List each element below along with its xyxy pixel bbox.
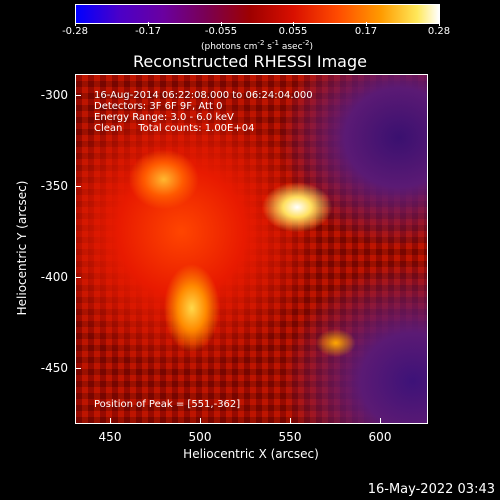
x-axis-tick bbox=[110, 418, 111, 424]
y-axis-tick bbox=[75, 95, 81, 96]
y-axis-tick-label: -300 bbox=[40, 88, 68, 102]
peak-position-text: Position of Peak = [551,-362] bbox=[94, 399, 241, 410]
colorbar-tick-label: 0.055 bbox=[278, 26, 308, 37]
rhessi-image: 16-Aug-2014 06:22:08.000 to 06:24:04.000… bbox=[75, 74, 428, 424]
plot-timestamp: 16-May-2022 03:43 bbox=[367, 482, 495, 497]
y-axis-tick bbox=[75, 368, 81, 369]
colorbar-tick-label: -0.28 bbox=[62, 26, 88, 37]
colorbar-tick-label: -0.17 bbox=[135, 26, 161, 37]
y-axis-tick bbox=[75, 277, 81, 278]
y-axis-tick-label: -400 bbox=[40, 270, 68, 284]
colorbar bbox=[75, 4, 440, 24]
algorithm-counts-text: Clean Total counts: 1.00E+04 bbox=[94, 123, 255, 134]
x-axis-tick bbox=[290, 418, 291, 424]
y-axis-label: Heliocentric Y (arcsec) bbox=[15, 180, 29, 316]
colorbar-units: (photons cm-2 s-1 asec-2) bbox=[200, 39, 314, 52]
energy-range-text: Energy Range: 3.0 - 6.0 keV bbox=[94, 112, 234, 123]
x-axis-label: Heliocentric X (arcsec) bbox=[183, 447, 319, 461]
y-axis-tick-label: -450 bbox=[40, 361, 68, 375]
colorbar-tick bbox=[366, 22, 367, 26]
colorbar-tick bbox=[75, 22, 76, 26]
detectors-text: Detectors: 3F 6F 9F, Att 0 bbox=[94, 101, 223, 112]
x-axis-tick bbox=[200, 418, 201, 424]
colorbar-tick bbox=[148, 22, 149, 26]
x-axis-tick-label: 550 bbox=[278, 430, 302, 444]
colorbar-tick bbox=[293, 22, 294, 26]
colorbar-tick-label: 0.17 bbox=[354, 26, 378, 37]
y-axis-tick-label: -350 bbox=[40, 179, 68, 193]
colorbar-tick-label: -0.055 bbox=[204, 26, 238, 37]
colorbar-tick-label: 0.28 bbox=[427, 26, 451, 37]
x-axis-tick-label: 500 bbox=[188, 430, 212, 444]
y-axis-tick bbox=[75, 186, 81, 187]
colorbar-tick bbox=[439, 22, 440, 26]
colorbar-tick bbox=[221, 22, 222, 26]
x-axis-tick-label: 600 bbox=[368, 430, 392, 444]
time-range-text: 16-Aug-2014 06:22:08.000 to 06:24:04.000 bbox=[94, 90, 313, 101]
x-axis-tick-label: 450 bbox=[98, 430, 122, 444]
image-title: Reconstructed RHESSI Image bbox=[133, 52, 367, 71]
x-axis-tick bbox=[380, 418, 381, 424]
